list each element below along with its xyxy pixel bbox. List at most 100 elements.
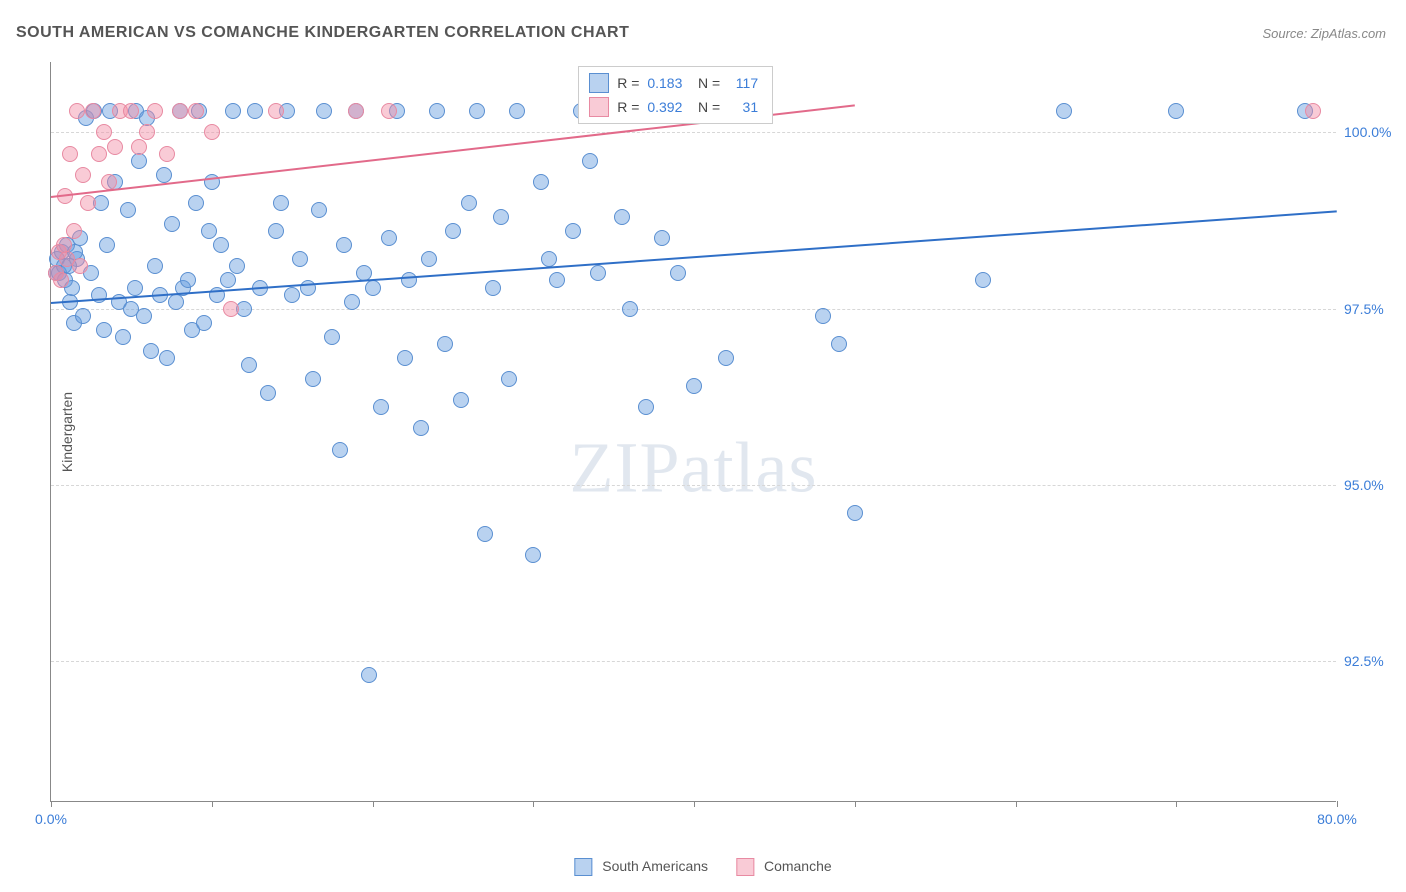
scatter-point — [1305, 103, 1321, 119]
x-tick-label: 80.0% — [1317, 811, 1357, 827]
chart-title: SOUTH AMERICAN VS COMANCHE KINDERGARTEN … — [16, 24, 629, 42]
scatter-point — [213, 237, 229, 253]
scatter-point — [429, 103, 445, 119]
legend-bottom: South Americans Comanche — [574, 858, 831, 876]
scatter-point — [204, 124, 220, 140]
scatter-point — [638, 399, 654, 415]
x-tick — [1176, 801, 1177, 807]
y-tick-label: 92.5% — [1344, 653, 1404, 669]
scatter-point — [654, 230, 670, 246]
scatter-point — [268, 103, 284, 119]
scatter-point — [582, 153, 598, 169]
scatter-point — [123, 103, 139, 119]
legend-item-south-americans: South Americans — [574, 858, 708, 876]
scatter-point — [101, 174, 117, 190]
scatter-point — [156, 167, 172, 183]
scatter-point — [159, 146, 175, 162]
scatter-point — [493, 209, 509, 225]
scatter-point — [365, 280, 381, 296]
y-tick-label: 100.0% — [1344, 124, 1404, 140]
scatter-point — [260, 385, 276, 401]
scatter-point — [815, 308, 831, 324]
scatter-point — [565, 223, 581, 239]
scatter-point — [501, 371, 517, 387]
scatter-point — [225, 103, 241, 119]
scatter-point — [107, 139, 123, 155]
scatter-point — [188, 195, 204, 211]
scatter-point — [461, 195, 477, 211]
scatter-point — [485, 280, 501, 296]
scatter-point — [311, 202, 327, 218]
legend-label-1: South Americans — [602, 858, 708, 874]
legend-stat-row: R = 0.183 N = 117 — [589, 71, 762, 95]
scatter-point — [273, 195, 289, 211]
scatter-point — [437, 336, 453, 352]
scatter-point — [201, 223, 217, 239]
scatter-point — [622, 301, 638, 317]
scatter-point — [525, 547, 541, 563]
scatter-point — [66, 223, 82, 239]
scatter-point — [188, 103, 204, 119]
x-tick-label: 0.0% — [35, 811, 67, 827]
scatter-point — [220, 272, 236, 288]
scatter-point — [147, 258, 163, 274]
scatter-point — [80, 195, 96, 211]
scatter-point — [75, 167, 91, 183]
scatter-point — [324, 329, 340, 345]
scatter-point — [614, 209, 630, 225]
legend-item-comanche: Comanche — [736, 858, 832, 876]
scatter-point — [348, 103, 364, 119]
scatter-point — [381, 103, 397, 119]
scatter-point — [127, 280, 143, 296]
scatter-point — [99, 237, 115, 253]
scatter-point — [590, 265, 606, 281]
scatter-point — [549, 272, 565, 288]
scatter-point — [96, 124, 112, 140]
scatter-point — [381, 230, 397, 246]
scatter-point — [975, 272, 991, 288]
scatter-point — [453, 392, 469, 408]
scatter-point — [115, 329, 131, 345]
watermark-part2: atlas — [681, 428, 818, 508]
scatter-point — [268, 223, 284, 239]
scatter-point — [344, 294, 360, 310]
scatter-point — [670, 265, 686, 281]
scatter-point — [831, 336, 847, 352]
legend-swatch — [589, 73, 609, 93]
scatter-point — [139, 124, 155, 140]
scatter-point — [397, 350, 413, 366]
scatter-point — [147, 103, 163, 119]
gridline — [51, 485, 1336, 486]
x-tick — [51, 801, 52, 807]
y-tick-label: 97.5% — [1344, 301, 1404, 317]
scatter-point — [284, 287, 300, 303]
scatter-point — [509, 103, 525, 119]
scatter-point — [72, 258, 88, 274]
scatter-point — [229, 258, 245, 274]
scatter-point — [180, 272, 196, 288]
scatter-point — [131, 153, 147, 169]
scatter-point — [332, 442, 348, 458]
y-tick-label: 95.0% — [1344, 477, 1404, 493]
scatter-point — [300, 280, 316, 296]
scatter-point — [75, 308, 91, 324]
scatter-point — [241, 357, 257, 373]
scatter-point — [305, 371, 321, 387]
scatter-point — [847, 505, 863, 521]
scatter-point — [718, 350, 734, 366]
scatter-point — [373, 399, 389, 415]
legend-swatch-blue — [574, 858, 592, 876]
legend-label-2: Comanche — [764, 858, 832, 874]
scatter-point — [336, 237, 352, 253]
scatter-point — [421, 251, 437, 267]
scatter-point — [247, 103, 263, 119]
legend-swatch-pink — [736, 858, 754, 876]
scatter-point — [136, 308, 152, 324]
legend-stat-row: R = 0.392 N = 31 — [589, 95, 762, 119]
watermark-part1: ZIP — [570, 428, 681, 508]
scatter-point — [413, 420, 429, 436]
x-tick — [1016, 801, 1017, 807]
scatter-point — [1056, 103, 1072, 119]
scatter-point — [91, 146, 107, 162]
scatter-point — [292, 251, 308, 267]
